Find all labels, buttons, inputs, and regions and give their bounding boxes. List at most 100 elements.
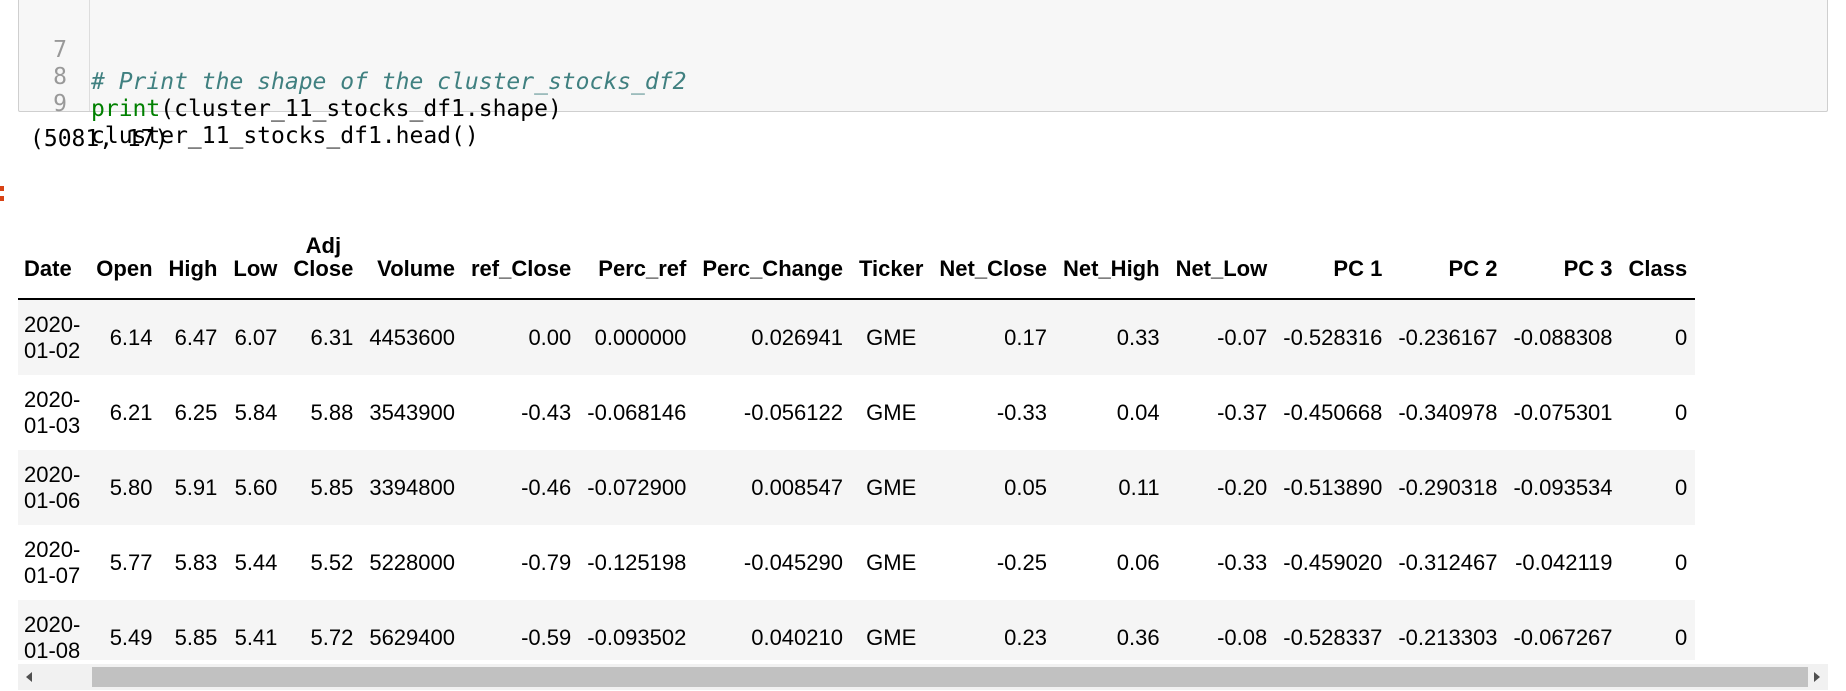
cell-ref-close: -0.79 bbox=[462, 525, 580, 600]
cell-net-close: 0.23 bbox=[931, 600, 1055, 660]
cell-net-close: -0.33 bbox=[931, 375, 1055, 450]
code-rest: (cluster_11_stocks_df1.shape) bbox=[160, 96, 562, 122]
cell-perc-change: 0.026941 bbox=[694, 299, 851, 375]
scrollbar-thumb[interactable] bbox=[92, 667, 1808, 687]
cell-net-low: -0.33 bbox=[1167, 525, 1276, 600]
table-row: 2020- 01-07 5.77 5.83 5.44 5.52 5228000 -… bbox=[18, 525, 1696, 600]
cell-ref-close: -0.43 bbox=[462, 375, 580, 450]
cell-net-close: -0.25 bbox=[931, 525, 1055, 600]
code-rest: cluster_11_stocks_df1.head() bbox=[91, 123, 479, 149]
cell-perc-change: -0.045290 bbox=[694, 525, 851, 600]
cell-class: 0 bbox=[1620, 299, 1696, 375]
cell-date: 2020- 01-03 bbox=[18, 375, 89, 450]
output-prompt-marker bbox=[0, 186, 4, 206]
code-line-9[interactable]: 9 cluster_11_stocks_df1.head() bbox=[19, 56, 479, 149]
col-header-low: Low bbox=[225, 210, 286, 300]
table-row: 2020- 01-06 5.80 5.91 5.60 5.85 3394800 -… bbox=[18, 450, 1696, 525]
cell-pc3: -0.042119 bbox=[1505, 525, 1621, 600]
cell-perc-ref: 0.000000 bbox=[579, 299, 695, 375]
col-header-net-low: Net_Low bbox=[1167, 210, 1276, 300]
cell-high: 5.91 bbox=[160, 450, 226, 525]
cell-net-high: 0.04 bbox=[1055, 375, 1168, 450]
date-part1: 2020- bbox=[24, 311, 81, 337]
horizontal-scrollbar[interactable] bbox=[18, 664, 1828, 690]
table-header-row: Date Open High Low Adj Close Volume ref_C… bbox=[18, 210, 1696, 300]
cell-pc2: -0.340978 bbox=[1390, 375, 1506, 450]
cell-perc-change: -0.056122 bbox=[694, 375, 851, 450]
dataframe-table: Date Open High Low Adj Close Volume ref_C… bbox=[18, 210, 1696, 661]
cell-pc1: -0.513890 bbox=[1275, 450, 1391, 525]
col-header-pc1: PC 1 bbox=[1275, 210, 1391, 300]
table-row: 2020- 01-02 6.14 6.47 6.07 6.31 4453600 0… bbox=[18, 299, 1696, 375]
line-number: 9 bbox=[53, 91, 67, 117]
cell-ticker: GME bbox=[850, 525, 932, 600]
cell-low: 6.07 bbox=[225, 299, 286, 375]
table-row: 2020- 01-03 6.21 6.25 5.84 5.88 3543900 -… bbox=[18, 375, 1696, 450]
scroll-right-arrow-icon[interactable] bbox=[1814, 672, 1820, 682]
cell-pc3: -0.067267 bbox=[1505, 600, 1621, 660]
code-line-8[interactable]: 8 print(cluster_11_stocks_df1.shape) bbox=[19, 29, 562, 122]
date-part1: 2020- bbox=[24, 611, 81, 637]
cell-low: 5.84 bbox=[225, 375, 286, 450]
cell-pc1: -0.450668 bbox=[1275, 375, 1391, 450]
col-header-pc3: PC 3 bbox=[1505, 210, 1621, 300]
cell-volume: 5228000 bbox=[361, 525, 463, 600]
cell-pc2: -0.213303 bbox=[1390, 600, 1506, 660]
cell-perc-change: 0.008547 bbox=[694, 450, 851, 525]
date-part2: 01-03 bbox=[24, 412, 81, 438]
cell-volume: 4453600 bbox=[361, 299, 463, 375]
col-header-volume: Volume bbox=[361, 210, 463, 300]
cell-ticker: GME bbox=[850, 375, 932, 450]
cell-net-high: 0.06 bbox=[1055, 525, 1168, 600]
code-text: print(cluster_11_stocks_df1.shape) bbox=[91, 93, 562, 125]
cell-high: 5.83 bbox=[160, 525, 226, 600]
cell-date: 2020- 01-07 bbox=[18, 525, 89, 600]
cell-net-low: -0.08 bbox=[1167, 600, 1276, 660]
cell-pc1: -0.459020 bbox=[1275, 525, 1391, 600]
date-part2: 01-07 bbox=[24, 562, 81, 588]
cell-open: 6.21 bbox=[88, 375, 161, 450]
cell-perc-ref: -0.068146 bbox=[579, 375, 695, 450]
cell-ref-close: -0.46 bbox=[462, 450, 580, 525]
cell-pc2: -0.312467 bbox=[1390, 525, 1506, 600]
col-header-open: Open bbox=[88, 210, 161, 300]
adj-close-line1: Adj bbox=[305, 233, 342, 258]
line-number: 7 bbox=[53, 37, 67, 63]
cell-class: 0 bbox=[1620, 450, 1696, 525]
cell-date: 2020- 01-06 bbox=[18, 450, 89, 525]
cell-open: 5.77 bbox=[88, 525, 161, 600]
cell-adj-close: 5.52 bbox=[285, 525, 362, 600]
cell-open: 5.49 bbox=[88, 600, 161, 660]
cell-net-high: 0.11 bbox=[1055, 450, 1168, 525]
date-part2: 01-08 bbox=[24, 637, 81, 661]
cell-class: 0 bbox=[1620, 600, 1696, 660]
col-header-perc-ref: Perc_ref bbox=[579, 210, 695, 300]
cell-class: 0 bbox=[1620, 525, 1696, 600]
date-part1: 2020- bbox=[24, 461, 81, 487]
cell-net-high: 0.33 bbox=[1055, 299, 1168, 375]
cell-pc3: -0.075301 bbox=[1505, 375, 1621, 450]
col-header-high: High bbox=[160, 210, 226, 300]
cell-pc1: -0.528316 bbox=[1275, 299, 1391, 375]
cell-high: 6.25 bbox=[160, 375, 226, 450]
table-row: 2020- 01-08 5.49 5.85 5.41 5.72 5629400 -… bbox=[18, 600, 1696, 661]
cell-open: 5.80 bbox=[88, 450, 161, 525]
cell-low: 5.60 bbox=[225, 450, 286, 525]
col-header-perc-change: Perc_Change bbox=[694, 210, 851, 300]
cell-ref-close: 0.00 bbox=[462, 299, 580, 375]
cell-net-low: -0.37 bbox=[1167, 375, 1276, 450]
cell-volume: 5629400 bbox=[361, 600, 463, 660]
col-header-date: Date bbox=[18, 210, 89, 300]
cell-low: 5.44 bbox=[225, 525, 286, 600]
date-part2: 01-06 bbox=[24, 487, 81, 513]
date-part1: 2020- bbox=[24, 386, 81, 412]
cell-class: 0 bbox=[1620, 375, 1696, 450]
code-cell[interactable]: 7 # Print the shape of the cluster_stock… bbox=[18, 0, 1828, 149]
code-line-7[interactable]: 7 # Print the shape of the cluster_stock… bbox=[19, 2, 686, 95]
cell-pc3: -0.088308 bbox=[1505, 299, 1621, 375]
cell-low: 5.41 bbox=[225, 600, 286, 660]
scroll-left-arrow-icon[interactable] bbox=[26, 672, 32, 682]
cell-net-close: 0.17 bbox=[931, 299, 1055, 375]
cell-pc2: -0.290318 bbox=[1390, 450, 1506, 525]
cell-high: 6.47 bbox=[160, 299, 226, 375]
